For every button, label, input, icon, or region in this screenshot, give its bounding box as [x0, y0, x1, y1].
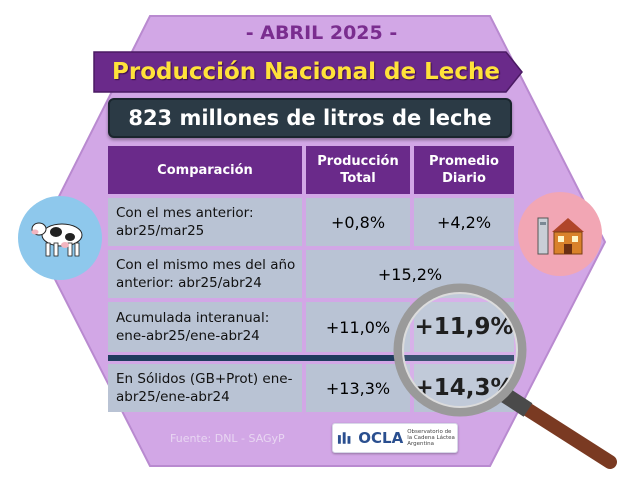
value-solids-total: +13,3%: [306, 364, 410, 412]
dairy-factory-icon: [537, 217, 584, 255]
title-banner: [93, 51, 523, 93]
value-prev-month-total: +0,8%: [306, 198, 410, 246]
report-month: - ABRIL 2025 -: [245, 22, 398, 44]
row-label-prev-month: Con el mes anterior: abr25/mar25: [108, 198, 302, 246]
value-cumulative-daily: +11,9%: [414, 302, 514, 352]
col-header-comparison: Comparación: [108, 146, 302, 194]
cow-icon: [31, 222, 83, 257]
col-header-total: Producción Total: [306, 146, 410, 194]
value-prev-month-daily: +4,2%: [414, 198, 514, 246]
row-label-same-month-prev-year: Con el mismo mes del año anterior: abr25…: [108, 250, 302, 298]
dairy-factory-badge: [518, 192, 602, 276]
cow-badge: [18, 196, 102, 280]
value-solids-daily: +14,3%: [414, 364, 514, 412]
value-same-month-prev-year: +15,2%: [306, 250, 514, 298]
page-title: Producción Nacional de Leche: [112, 59, 500, 85]
ocla-logo-icon: [337, 432, 351, 444]
production-volume: 823 millones de litros de leche: [108, 98, 512, 138]
ocla-logo-subtitle: Observatorio de la Cadena Láctea Argenti…: [407, 429, 455, 447]
ocla-logo: OCLA Observatorio de la Cadena Láctea Ar…: [332, 423, 458, 453]
row-label-solids: En Sólidos (GB+Prot) ene-abr25/ene-abr24: [108, 364, 302, 412]
col-header-daily: Promedio Diario: [414, 146, 514, 194]
row-label-cumulative: Acumulada interanual: ene-abr25/ene-abr2…: [108, 302, 302, 352]
data-source: Fuente: DNL - SAGyP: [170, 432, 285, 445]
value-cumulative-total: +11,0%: [306, 302, 410, 352]
ocla-logo-text: OCLA: [358, 429, 404, 447]
table-divider: [108, 355, 514, 361]
